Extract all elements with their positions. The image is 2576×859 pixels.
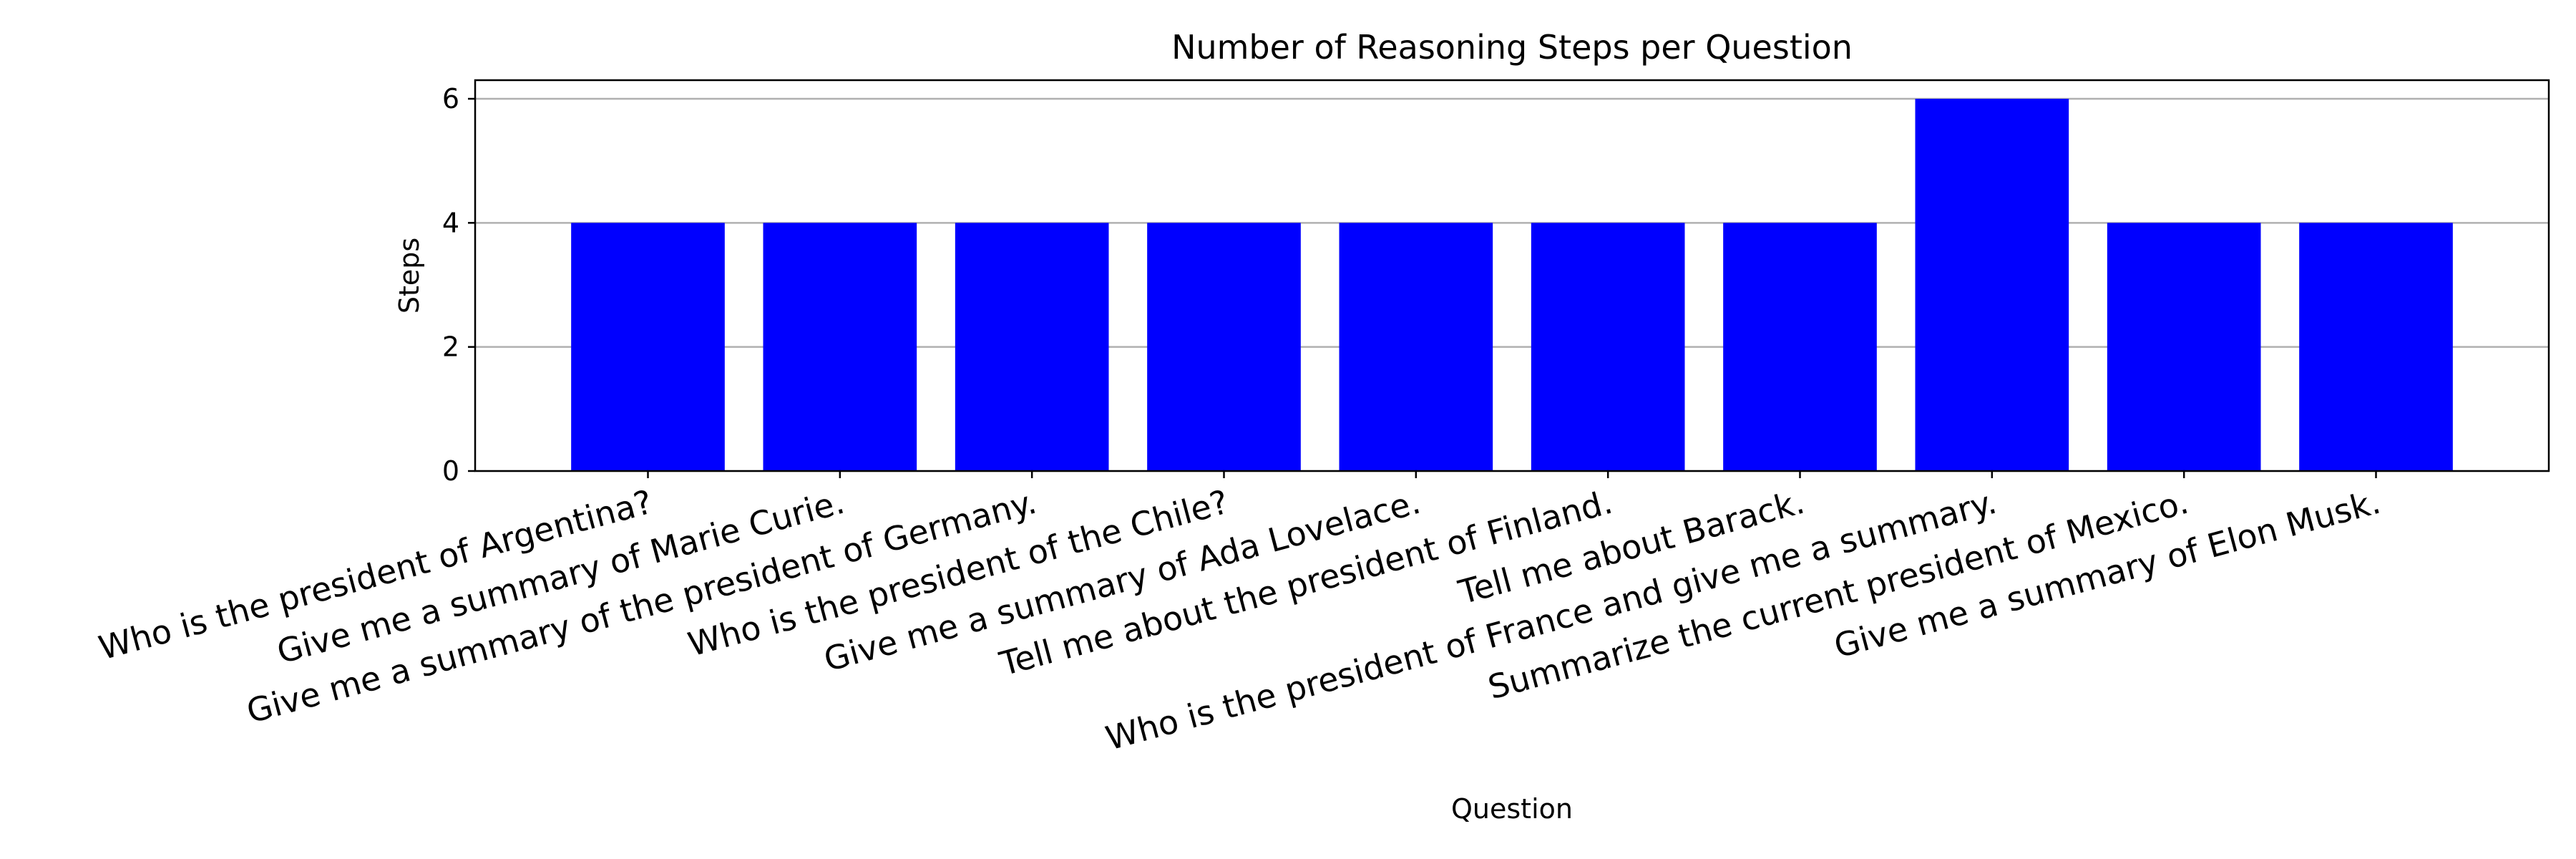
chart-title: Number of Reasoning Steps per Question <box>1171 28 1853 67</box>
bar <box>2107 223 2261 471</box>
y-axis-ticks: 0 2 4 6 <box>442 83 475 487</box>
bar <box>1531 223 1685 471</box>
bar <box>1915 99 2069 471</box>
y-axis-label: Steps <box>394 238 425 314</box>
bar <box>1147 223 1301 471</box>
bar <box>571 223 725 471</box>
bar <box>2299 223 2453 471</box>
y-tick-label: 2 <box>442 331 459 363</box>
bar <box>1723 223 1877 471</box>
bar <box>1339 223 1493 471</box>
bars <box>571 99 2453 471</box>
y-tick-label: 6 <box>442 83 459 115</box>
plot-frame <box>474 79 2550 472</box>
y-tick-label: 4 <box>442 207 459 238</box>
x-axis-label: Question <box>1451 793 1573 825</box>
y-tick-label: 0 <box>442 455 459 487</box>
bar <box>763 223 917 471</box>
bar <box>955 223 1109 471</box>
